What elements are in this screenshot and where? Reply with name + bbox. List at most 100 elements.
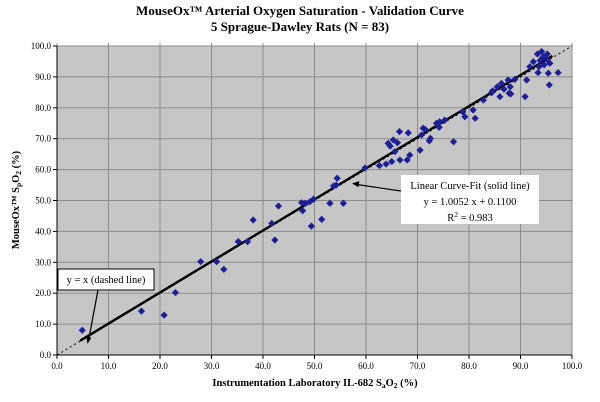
data-point (436, 118, 444, 126)
data-point (384, 139, 392, 147)
data-point (318, 215, 326, 223)
data-point (435, 123, 443, 131)
data-point (391, 148, 399, 156)
identity-annotation-label: y = x (dashed line) (67, 275, 146, 286)
data-point (441, 116, 449, 124)
y-tick-label: 0.0 (40, 350, 52, 360)
data-point (426, 134, 434, 142)
data-point (489, 87, 497, 95)
data-point (137, 307, 146, 315)
data-point (471, 114, 479, 122)
data-point (546, 59, 554, 67)
data-point (534, 68, 542, 77)
data-point (160, 311, 168, 319)
data-point (479, 96, 488, 104)
fit-annotation-equation: y = 1.0052 x + 0.1100 (424, 197, 517, 208)
data-point (326, 199, 334, 207)
data-point (306, 198, 314, 206)
y-tick-label: 20.0 (35, 288, 51, 298)
data-point (418, 131, 426, 139)
data-point (309, 195, 318, 203)
data-point (393, 139, 402, 147)
x-tick-label: 100.0 (562, 361, 583, 371)
identity-annotation-arrow (88, 289, 99, 339)
x-tick-label: 0.0 (51, 361, 63, 371)
y-tick-label: 40.0 (35, 226, 51, 236)
data-point (449, 138, 458, 146)
data-point (361, 164, 369, 172)
data-point (249, 216, 257, 224)
fit-annotation-arrowhead (352, 181, 360, 188)
y-axis-label: MouseOx™ SpO2 (%) (11, 150, 23, 249)
data-point (538, 47, 546, 56)
x-axis-label: Instrumentation Laboratory IL-682 SaO2 (… (212, 378, 418, 390)
fit-annotation-box (401, 175, 539, 224)
data-point (386, 142, 394, 150)
identity-annotation-box (57, 268, 155, 291)
data-point (529, 58, 537, 66)
data-point (333, 174, 341, 182)
data-point (507, 90, 515, 98)
chart-title: MouseOx™ Arterial Oxygen Saturation - Va… (136, 3, 464, 18)
data-point (243, 237, 252, 246)
data-point (396, 156, 404, 164)
data-point (461, 113, 469, 121)
x-tick-label: 50.0 (307, 361, 323, 371)
data-point (416, 146, 424, 154)
data-point (535, 63, 543, 71)
y-tick-label: 50.0 (35, 196, 51, 206)
y-tick-label: 10.0 (35, 319, 51, 329)
x-tick-label: 30.0 (204, 361, 220, 371)
data-point (299, 207, 307, 215)
data-point (268, 219, 276, 227)
data-point (504, 76, 512, 84)
x-tick-label: 70.0 (410, 361, 426, 371)
identity-annotation-arrowhead (86, 336, 92, 344)
data-point (171, 288, 180, 297)
data-point (500, 85, 508, 93)
data-point (421, 125, 429, 134)
data-point (382, 160, 390, 168)
y-tick-label: 100.0 (31, 41, 52, 51)
data-point (395, 127, 404, 136)
x-tick-label: 60.0 (358, 361, 374, 371)
fit-annotation-label: Linear Curve-Fit (solid line) (410, 181, 530, 192)
data-point (403, 156, 411, 164)
chart-subtitle: 5 Sprague-Dawley Rats (N = 83) (211, 19, 389, 34)
data-point (375, 161, 383, 170)
data-point (511, 75, 519, 83)
data-point (521, 93, 529, 101)
data-point (234, 237, 242, 246)
data-point (274, 202, 283, 210)
data-point (497, 79, 506, 87)
data-point (332, 181, 340, 189)
y-tick-label: 30.0 (35, 257, 51, 267)
fit-annotation-r-squared: R2 = 0.983 (447, 210, 493, 224)
data-point (78, 326, 86, 334)
y-tick-label: 60.0 (35, 165, 51, 175)
scatter-points (78, 47, 562, 334)
data-point (554, 68, 562, 77)
data-point (544, 69, 552, 77)
x-tick-label: 80.0 (461, 361, 477, 371)
data-point (469, 106, 477, 114)
data-point (545, 81, 553, 89)
data-point (404, 129, 412, 137)
data-point (493, 83, 501, 91)
y-tick-label: 80.0 (35, 103, 51, 113)
data-point (526, 63, 534, 71)
data-point (539, 53, 547, 61)
data-point (533, 50, 542, 58)
data-point (197, 258, 205, 266)
data-point (506, 83, 514, 91)
data-point (271, 236, 279, 244)
fit-annotation-arrow (356, 183, 402, 192)
x-tick-label: 20.0 (152, 361, 168, 371)
data-point (307, 222, 316, 230)
data-point (220, 265, 228, 274)
data-point (213, 258, 221, 266)
data-point (523, 76, 531, 84)
fit-line (79, 54, 554, 342)
